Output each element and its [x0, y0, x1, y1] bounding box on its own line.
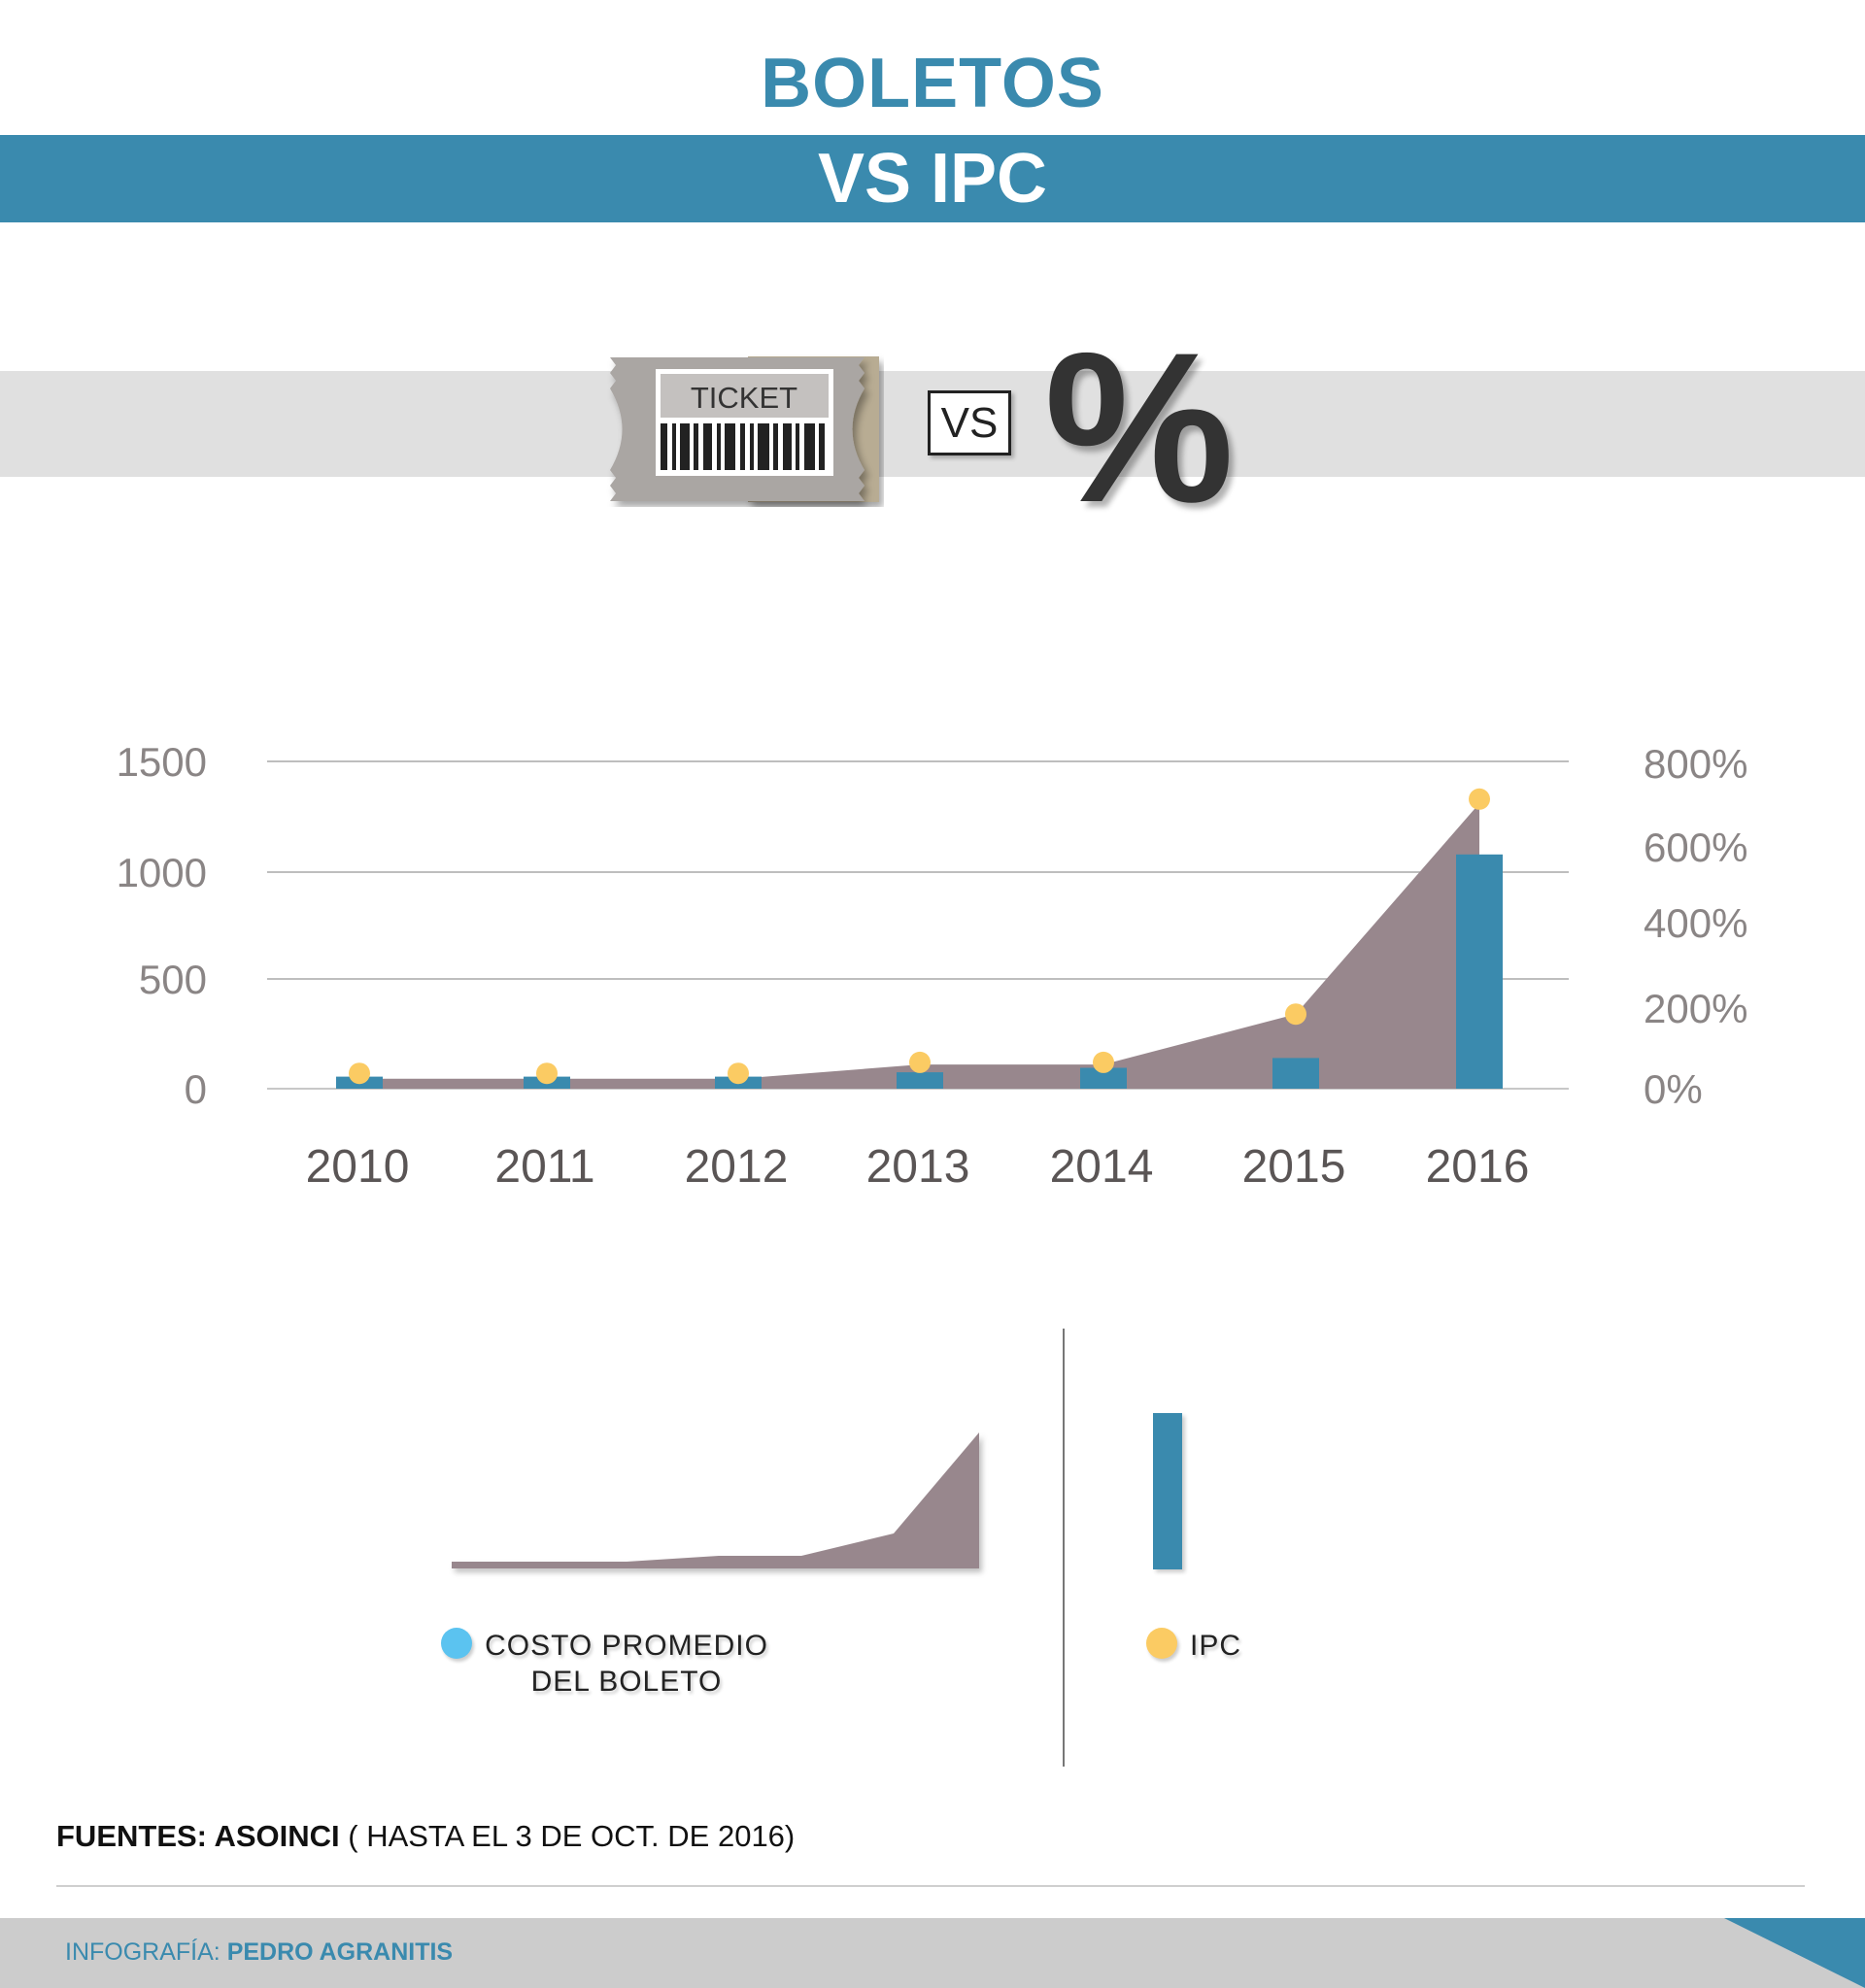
bar-mark — [1272, 1058, 1319, 1089]
bar-mark — [1456, 854, 1503, 1089]
x-tick-label: 2011 — [494, 1141, 594, 1193]
vs-badge: VS — [928, 390, 1011, 455]
y-tick-label-left: 0 — [185, 1066, 207, 1112]
footer-corner-accent — [1724, 1918, 1865, 1988]
point-mark — [349, 1062, 370, 1085]
footer-bar — [0, 1918, 1865, 1988]
sources-divider — [56, 1885, 1805, 1887]
x-tick-label: 2014 — [1050, 1141, 1154, 1193]
title-banner — [0, 135, 1865, 222]
point-mark — [1469, 788, 1490, 810]
chart-area-series — [359, 803, 1479, 1089]
y-tick-label-right: 200% — [1644, 986, 1747, 1031]
sources-note: FUENTES: ASOINCI ( HASTA EL 3 DE OCT. DE… — [56, 1819, 795, 1854]
legend-divider — [1063, 1329, 1065, 1767]
legend-area-swatch — [447, 1423, 991, 1593]
legend-bar-swatch — [1153, 1413, 1182, 1569]
x-tick-label: 2012 — [685, 1141, 789, 1193]
percent-icon: % — [1044, 308, 1235, 547]
x-tick-label: 2013 — [866, 1141, 970, 1193]
point-mark — [1093, 1051, 1114, 1073]
x-axis: 2010 2011 2012 2013 2014 2015 2016 — [306, 1141, 1530, 1193]
legend-label-costo-line2: DEL BOLETO — [530, 1666, 723, 1698]
y-tick-label-left: 500 — [139, 957, 207, 1002]
y-tick-label-right: 400% — [1644, 900, 1747, 946]
legend-label-costo: COSTO PROMEDIO DEL BOLETO — [476, 1628, 777, 1700]
legend-dot-ipc — [1146, 1628, 1177, 1659]
credit-name: PEDRO AGRANITIS — [226, 1938, 454, 1966]
y-axis-left: 1500 1000 500 0 — [117, 739, 207, 1112]
credit-prefix: INFOGRAFÍA: — [65, 1938, 227, 1966]
legend-dot-costo — [441, 1628, 472, 1659]
x-tick-label: 2016 — [1426, 1141, 1530, 1193]
sources-bold: FUENTES: ASOINCI — [56, 1819, 340, 1853]
ticket-label: TICKET — [691, 381, 797, 415]
chart: 1500 1000 500 0 800% 600% 400% 200% 0% 2010 2011… — [117, 739, 1748, 1193]
area-mark — [359, 803, 1479, 1089]
ticket-icon: TICKET — [602, 352, 884, 512]
y-tick-label-left: 1000 — [117, 850, 207, 895]
legend-label-ipc: IPC — [1190, 1630, 1242, 1662]
point-mark — [909, 1051, 931, 1073]
sources-rest: ( HASTA EL 3 DE OCT. DE 2016) — [339, 1819, 796, 1853]
page-subtitle: VS IPC — [817, 140, 1048, 218]
point-mark — [536, 1062, 558, 1085]
bar-mark — [1080, 1067, 1127, 1089]
point-mark — [728, 1062, 749, 1085]
chart-point-series — [349, 788, 1490, 1085]
y-tick-label-right: 600% — [1644, 825, 1747, 870]
point-mark — [1285, 1003, 1306, 1026]
x-tick-label: 2010 — [306, 1141, 410, 1193]
y-axis-right: 800% 600% 400% 200% 0% — [1644, 741, 1747, 1112]
y-tick-label-right: 0% — [1644, 1066, 1703, 1112]
x-tick-label: 2015 — [1242, 1141, 1346, 1193]
chart-bar-series — [336, 854, 1503, 1089]
page-title: BOLETOS — [761, 45, 1104, 122]
y-tick-label-left: 1500 — [117, 739, 207, 785]
footer-credit: INFOGRAFÍA: PEDRO AGRANITIS — [65, 1938, 453, 1967]
y-tick-label-right: 800% — [1644, 741, 1747, 787]
bar-mark — [897, 1072, 943, 1089]
legend-label-costo-line1: COSTO PROMEDIO — [485, 1630, 768, 1662]
